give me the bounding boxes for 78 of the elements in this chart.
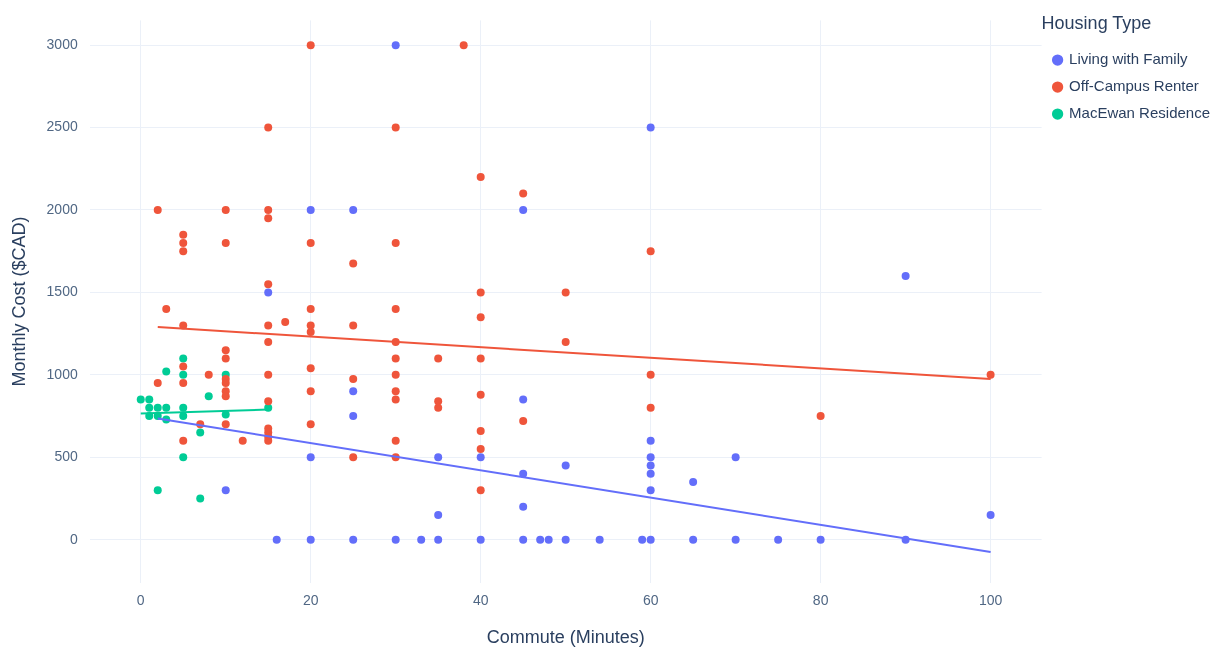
point: [646, 453, 655, 462]
y-tick-label: 1000: [46, 365, 78, 382]
point: [646, 436, 655, 445]
x-tick-label: 80: [812, 591, 829, 608]
point: [544, 535, 553, 544]
legend-label: MacEwan Residence: [1069, 104, 1210, 122]
point: [595, 535, 604, 544]
point: [196, 494, 205, 503]
point: [689, 535, 698, 544]
point: [153, 486, 162, 495]
point: [145, 395, 154, 404]
point: [646, 486, 655, 495]
legend-label: Living with Family: [1069, 50, 1188, 68]
point: [646, 469, 655, 478]
point: [306, 206, 315, 214]
point: [901, 271, 910, 280]
point: [476, 453, 485, 462]
x-tick-label: 40: [472, 591, 489, 608]
point: [179, 403, 188, 412]
point: [349, 387, 358, 396]
point: [179, 453, 188, 462]
y-axis-title: Monthly Cost ($CAD): [8, 216, 29, 387]
point: [689, 478, 698, 487]
legend-label: Off-Campus Renter: [1069, 77, 1199, 95]
x-axis-title: Commute (Minutes): [486, 627, 645, 648]
point: [179, 412, 188, 421]
point: [349, 535, 358, 544]
point: [434, 453, 443, 462]
point: [519, 395, 528, 404]
point: [196, 428, 205, 437]
point: [731, 453, 740, 462]
point: [179, 354, 188, 363]
legend-title: Housing Type: [1041, 12, 1152, 33]
x-tick-label: 60: [642, 591, 659, 608]
point: [774, 535, 783, 544]
point: [434, 511, 443, 519]
y-tick-label: 1500: [46, 283, 78, 300]
point: [221, 486, 230, 495]
y-tick-label: 0: [69, 530, 78, 547]
point: [816, 535, 825, 544]
point: [986, 511, 995, 519]
point: [561, 535, 570, 544]
point: [646, 123, 655, 132]
point: [417, 535, 426, 544]
point: [349, 206, 358, 214]
point: [204, 392, 213, 401]
point: [179, 370, 188, 379]
point: [646, 535, 655, 544]
x-tick-label: 0: [136, 591, 145, 608]
point: [536, 535, 545, 544]
point: [306, 453, 315, 462]
point: [519, 469, 528, 478]
y-tick-label: 2500: [46, 118, 78, 135]
point: [349, 412, 358, 421]
y-tick-label: 3000: [46, 35, 78, 52]
point: [519, 206, 528, 214]
point: [162, 367, 171, 376]
point: [638, 535, 647, 544]
point: [136, 395, 145, 404]
point: [145, 403, 154, 412]
point: [731, 535, 740, 544]
point: [272, 535, 281, 544]
x-tick-label: 20: [302, 591, 319, 608]
point: [264, 288, 273, 297]
point: [646, 461, 655, 470]
point: [519, 502, 528, 511]
point: [391, 41, 400, 50]
point: [153, 403, 162, 412]
x-tick-label: 100: [978, 591, 1003, 608]
point: [561, 461, 570, 470]
y-tick-label: 2000: [46, 200, 78, 217]
point: [391, 535, 400, 544]
point: [519, 535, 528, 544]
point: [306, 535, 315, 544]
point: [476, 535, 485, 544]
y-tick-label: 500: [54, 448, 78, 465]
point: [434, 535, 443, 544]
point: [162, 403, 171, 412]
